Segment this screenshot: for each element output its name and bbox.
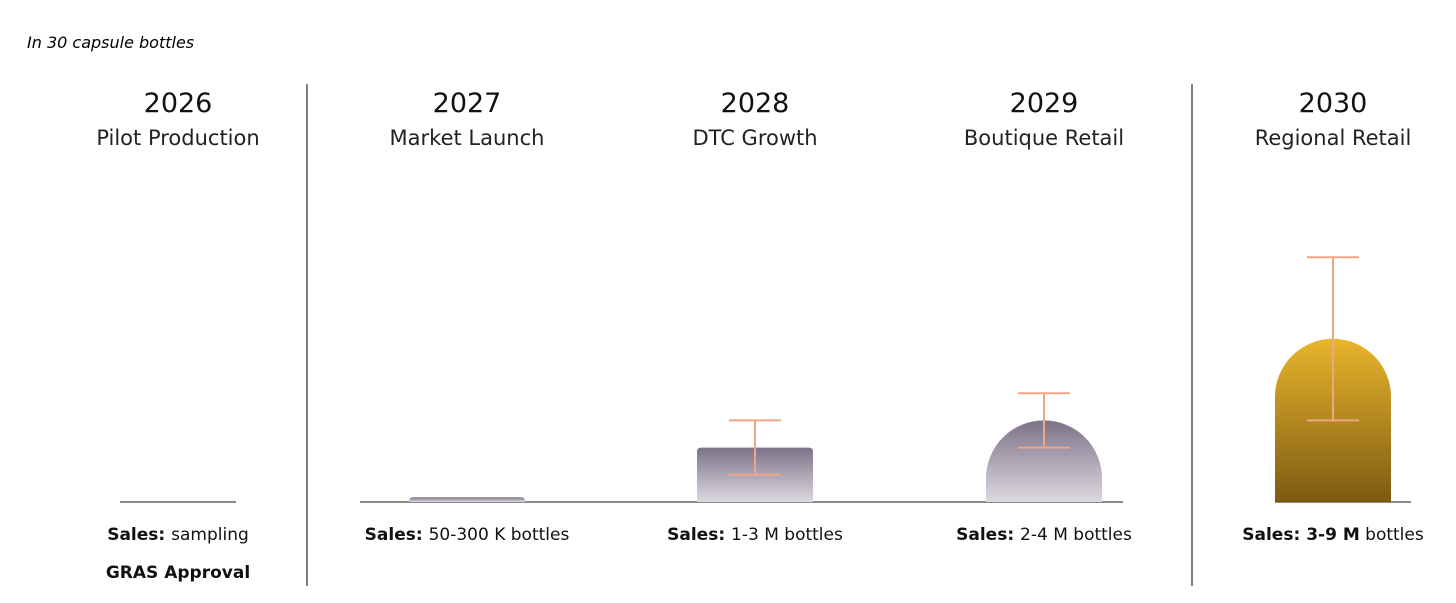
sales-label-2026: Sales: sampling xyxy=(107,525,249,545)
stage-label-2029: Boutique Retail xyxy=(964,126,1124,150)
sales-label-2027: Sales: 50-300 K bottles xyxy=(365,525,570,545)
year-label-2027: 2027 xyxy=(433,88,502,119)
stage-label-2028: DTC Growth xyxy=(692,126,817,150)
bar-2027 xyxy=(409,497,525,502)
chart-note: In 30 capsule bottles xyxy=(27,33,194,52)
extra-label-2026: GRAS Approval xyxy=(106,563,250,583)
bar-2029 xyxy=(986,420,1102,502)
year-label-2030: 2030 xyxy=(1299,88,1368,119)
sales-label-2028: Sales: 1-3 M bottles xyxy=(667,525,843,545)
sales-label-2030: Sales: 3-9 M bottles xyxy=(1242,525,1424,545)
sales-label-2029: Sales: 2-4 M bottles xyxy=(956,525,1132,545)
year-label-2026: 2026 xyxy=(144,88,213,119)
stage-label-2030: Regional Retail xyxy=(1255,126,1412,150)
year-label-2028: 2028 xyxy=(721,88,790,119)
year-label-2029: 2029 xyxy=(1010,88,1079,119)
stage-label-2027: Market Launch xyxy=(390,126,545,150)
stage-label-2026: Pilot Production xyxy=(96,126,259,150)
